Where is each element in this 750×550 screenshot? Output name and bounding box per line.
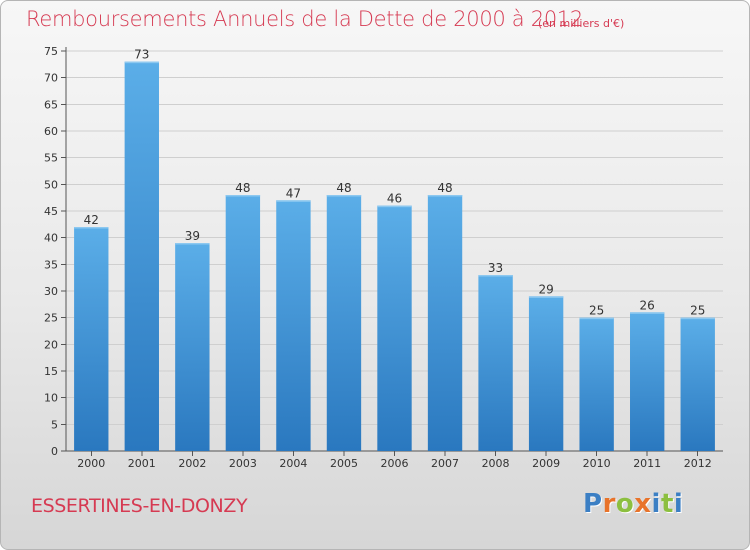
x-tick-label: 2008 xyxy=(482,457,510,470)
data-label: 25 xyxy=(589,304,604,318)
data-label: 73 xyxy=(134,48,149,62)
bar xyxy=(680,317,715,451)
y-tick-label: 25 xyxy=(44,312,58,325)
bar-highlight xyxy=(326,195,362,197)
y-tick-label: 15 xyxy=(44,365,58,378)
bar xyxy=(326,195,362,451)
y-tick-label: 0 xyxy=(51,445,58,458)
bar-highlight xyxy=(478,275,513,277)
x-tick-label: 2011 xyxy=(633,457,661,470)
bar xyxy=(377,205,412,451)
data-label: 46 xyxy=(387,192,402,206)
data-labels: 42 73 39 48 47 48 46 48 33 29 25 26 25 xyxy=(84,48,706,318)
x-tick-label: 2009 xyxy=(532,457,560,470)
x-tick-label: 2007 xyxy=(431,457,459,470)
x-tick-label: 2010 xyxy=(583,457,611,470)
bars xyxy=(74,61,715,452)
x-tick-label: 2005 xyxy=(330,457,358,470)
bar xyxy=(478,275,513,451)
bar-highlight xyxy=(630,312,665,314)
bar xyxy=(74,227,109,451)
data-label: 26 xyxy=(640,298,655,312)
y-tick-label: 10 xyxy=(44,392,58,405)
bar-highlight xyxy=(377,205,412,208)
bar xyxy=(225,195,261,451)
bar-highlight xyxy=(225,195,261,197)
logo-letter: o xyxy=(615,489,635,519)
data-label: 42 xyxy=(84,213,99,227)
bar xyxy=(124,61,159,452)
y-tick-label: 55 xyxy=(44,152,58,165)
bar xyxy=(175,243,210,451)
y-tick-label: 45 xyxy=(44,205,58,218)
x-tick-label: 2002 xyxy=(178,457,206,470)
bar xyxy=(427,195,463,451)
bar-highlight xyxy=(579,317,614,320)
bar-highlight xyxy=(124,61,159,64)
commune-name: ESSERTINES-EN-DONZY xyxy=(31,495,248,517)
data-label: 25 xyxy=(690,304,705,318)
x-tick-label: 2006 xyxy=(381,457,409,470)
y-tick-label: 20 xyxy=(44,338,58,351)
bar xyxy=(579,317,614,451)
y-tick-label: 30 xyxy=(44,285,58,298)
data-label: 48 xyxy=(336,181,351,195)
bar xyxy=(630,312,665,451)
logo-letter: x xyxy=(634,489,652,519)
bar-highlight xyxy=(74,227,109,229)
x-tick-label: 2003 xyxy=(229,457,257,470)
y-tick-label: 75 xyxy=(44,45,58,58)
logo-letter: P xyxy=(583,489,603,519)
y-tick-label: 5 xyxy=(51,418,58,431)
bar-highlight xyxy=(680,317,715,320)
logo-letter: r xyxy=(602,489,616,519)
data-label: 33 xyxy=(488,261,503,275)
bar-highlight xyxy=(427,195,463,197)
x-tick-label: 2000 xyxy=(77,457,105,470)
data-label: 48 xyxy=(437,181,452,195)
bar-highlight xyxy=(528,296,564,298)
y-tick-label: 40 xyxy=(44,232,58,245)
x-tick-label: 2004 xyxy=(279,457,307,470)
data-label: 29 xyxy=(538,282,553,296)
bar-highlight xyxy=(175,243,210,245)
logo-letter: i xyxy=(673,489,684,519)
y-tick-label: 65 xyxy=(44,98,58,111)
y-tick-label: 70 xyxy=(44,72,58,85)
bar xyxy=(276,200,311,451)
chart-subtitle: (en milliers d'€) xyxy=(538,17,625,30)
bar xyxy=(528,296,564,451)
proxiti-logo: Proxiti xyxy=(583,489,683,519)
data-label: 48 xyxy=(235,181,250,195)
chart-title: Remboursements Annuels de la Dette de 20… xyxy=(26,7,583,31)
bar-highlight xyxy=(276,200,311,202)
y-tick-label: 60 xyxy=(44,125,58,138)
y-tick-label: 35 xyxy=(44,258,58,271)
data-label: 39 xyxy=(185,229,200,243)
logo-letter: i xyxy=(651,489,661,519)
data-label: 47 xyxy=(286,186,301,200)
y-tick-label: 50 xyxy=(44,178,58,191)
x-tick-label: 2001 xyxy=(128,457,156,470)
x-tick-label: 2012 xyxy=(684,457,712,470)
logo-letter: t xyxy=(660,489,674,519)
